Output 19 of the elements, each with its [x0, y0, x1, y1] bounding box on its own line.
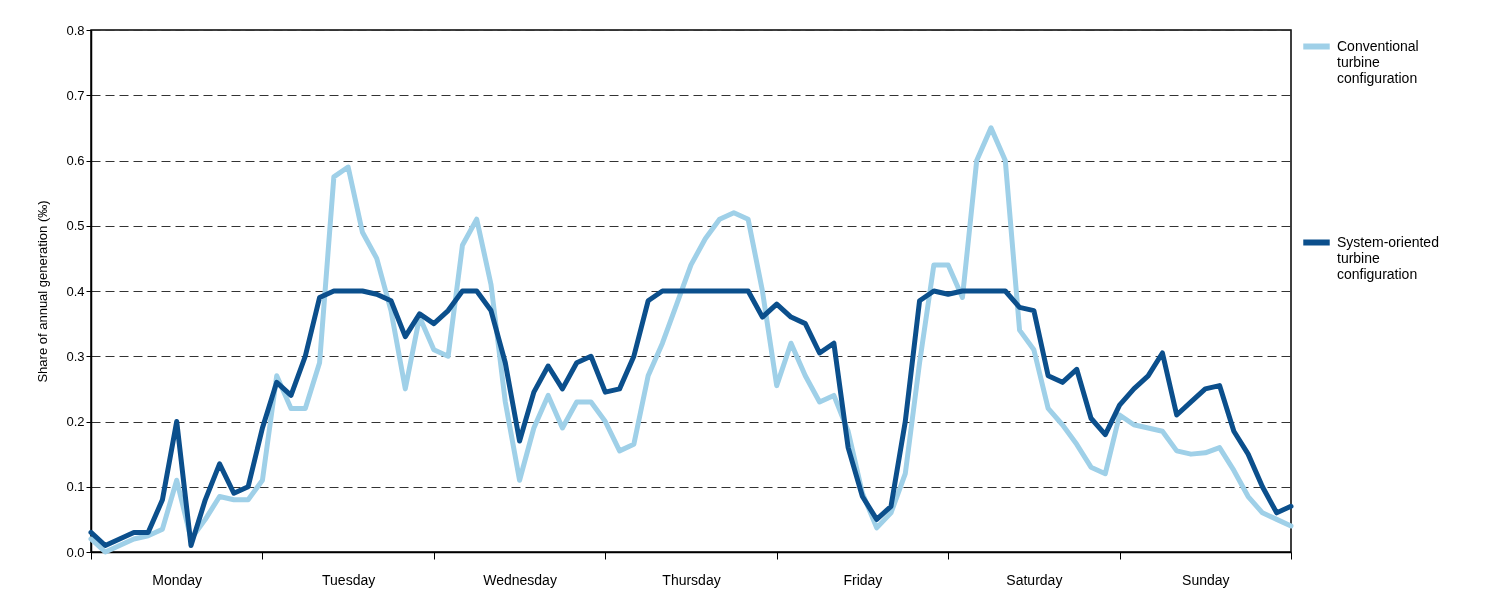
- y-tick-label: 0.2: [66, 414, 85, 429]
- x-tick-label: Thursday: [662, 571, 721, 588]
- y-axis-title: Share of annual generation (‰): [35, 200, 51, 383]
- y-tick-label: 0.0: [66, 544, 85, 560]
- y-tick-label: 0.8: [66, 22, 85, 38]
- y-tick-label: 0.6: [66, 153, 85, 168]
- y-tick-label: 0.3: [66, 348, 85, 364]
- x-tick-label: Sunday: [1182, 571, 1230, 588]
- y-tick-label: 0.5: [66, 218, 85, 234]
- x-tick-label: Wednesday: [483, 571, 557, 588]
- y-tick-label: 0.1: [66, 479, 85, 495]
- legend-label: System-oriented turbine configuration: [1337, 233, 1439, 282]
- x-tick-label: Monday: [152, 571, 203, 588]
- legend-label: Conventional turbine configuration: [1337, 37, 1419, 86]
- y-tick-label: 0.7: [66, 87, 85, 103]
- x-tick-label: Saturday: [1006, 571, 1063, 588]
- y-tick-label: 0.4: [66, 283, 85, 299]
- x-tick-label: Tuesday: [322, 571, 376, 588]
- x-tick-label: Friday: [843, 571, 883, 588]
